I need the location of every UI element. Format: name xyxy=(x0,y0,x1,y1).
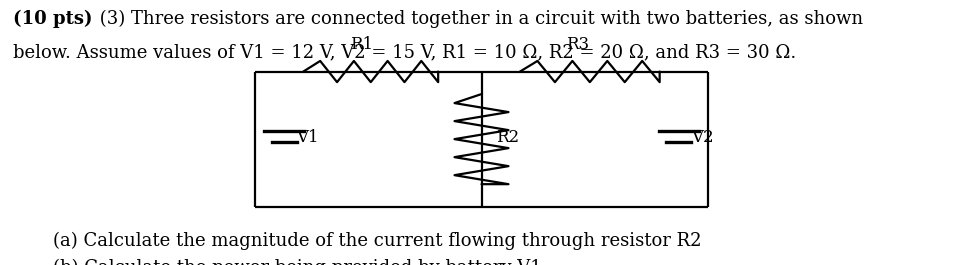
Text: R1: R1 xyxy=(350,36,373,53)
Text: below. Assume values of V1 = 12 V, V2 = 15 V, R1 = 10 Ω, R2 = 20 Ω, and R3 = 30 : below. Assume values of V1 = 12 V, V2 = … xyxy=(13,44,795,62)
Text: (a) Calculate the magnitude of the current flowing through resistor R2: (a) Calculate the magnitude of the curre… xyxy=(53,232,701,250)
Text: R3: R3 xyxy=(566,36,589,53)
Text: R2: R2 xyxy=(496,129,519,146)
Text: (3) Three resistors are connected together in a circuit with two batteries, as s: (3) Three resistors are connected togeth… xyxy=(94,9,864,28)
Text: (10 pts): (10 pts) xyxy=(13,9,92,28)
Text: (b) Calculate the power being provided by battery V1.: (b) Calculate the power being provided b… xyxy=(53,258,548,265)
Text: V1: V1 xyxy=(297,129,319,146)
Text: V2: V2 xyxy=(691,129,714,146)
